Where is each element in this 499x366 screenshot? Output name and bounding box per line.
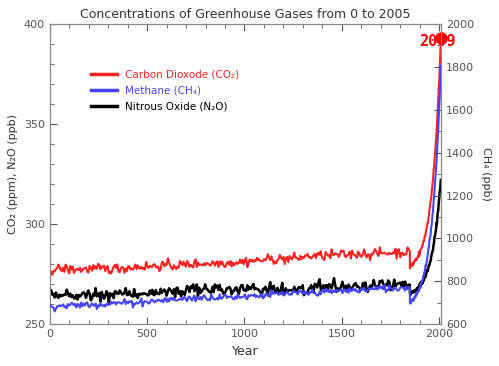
Text: 2009: 2009	[420, 34, 456, 49]
Y-axis label: CH₄ (ppb): CH₄ (ppb)	[481, 147, 491, 201]
X-axis label: Year: Year	[232, 345, 259, 358]
Y-axis label: CO₂ (ppm), N₂O (ppb): CO₂ (ppm), N₂O (ppb)	[8, 114, 18, 234]
Legend: Carbon Dioxode (CO₂), Methane (CH₄), Nitrous Oxide (N₂O): Carbon Dioxode (CO₂), Methane (CH₄), Nit…	[86, 65, 243, 116]
Title: Concentrations of Greenhouse Gases from 0 to 2005: Concentrations of Greenhouse Gases from …	[80, 8, 411, 21]
